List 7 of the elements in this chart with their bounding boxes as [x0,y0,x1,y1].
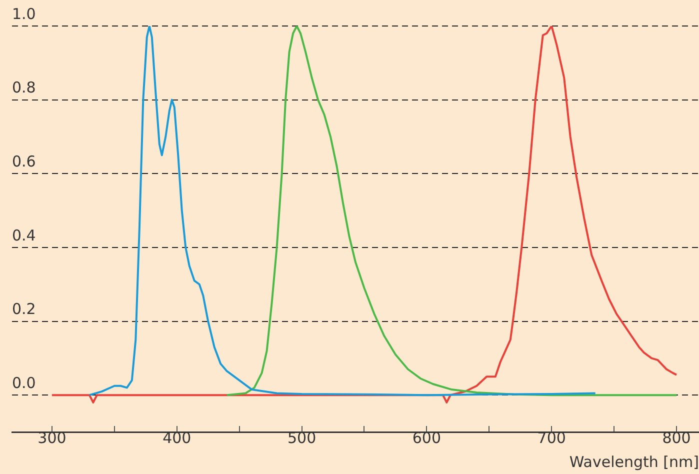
y-tick-label: 0.0 [12,374,36,392]
y-tick-label: 1.0 [12,4,36,23]
y-tick-label: 0.8 [12,78,36,97]
y-tick-label: 0.6 [12,152,36,171]
y-tick-label: 0.2 [12,300,36,318]
y-tick-label: 0.4 [12,226,36,244]
x-axis-title: Wavelength [nm] [569,452,699,471]
